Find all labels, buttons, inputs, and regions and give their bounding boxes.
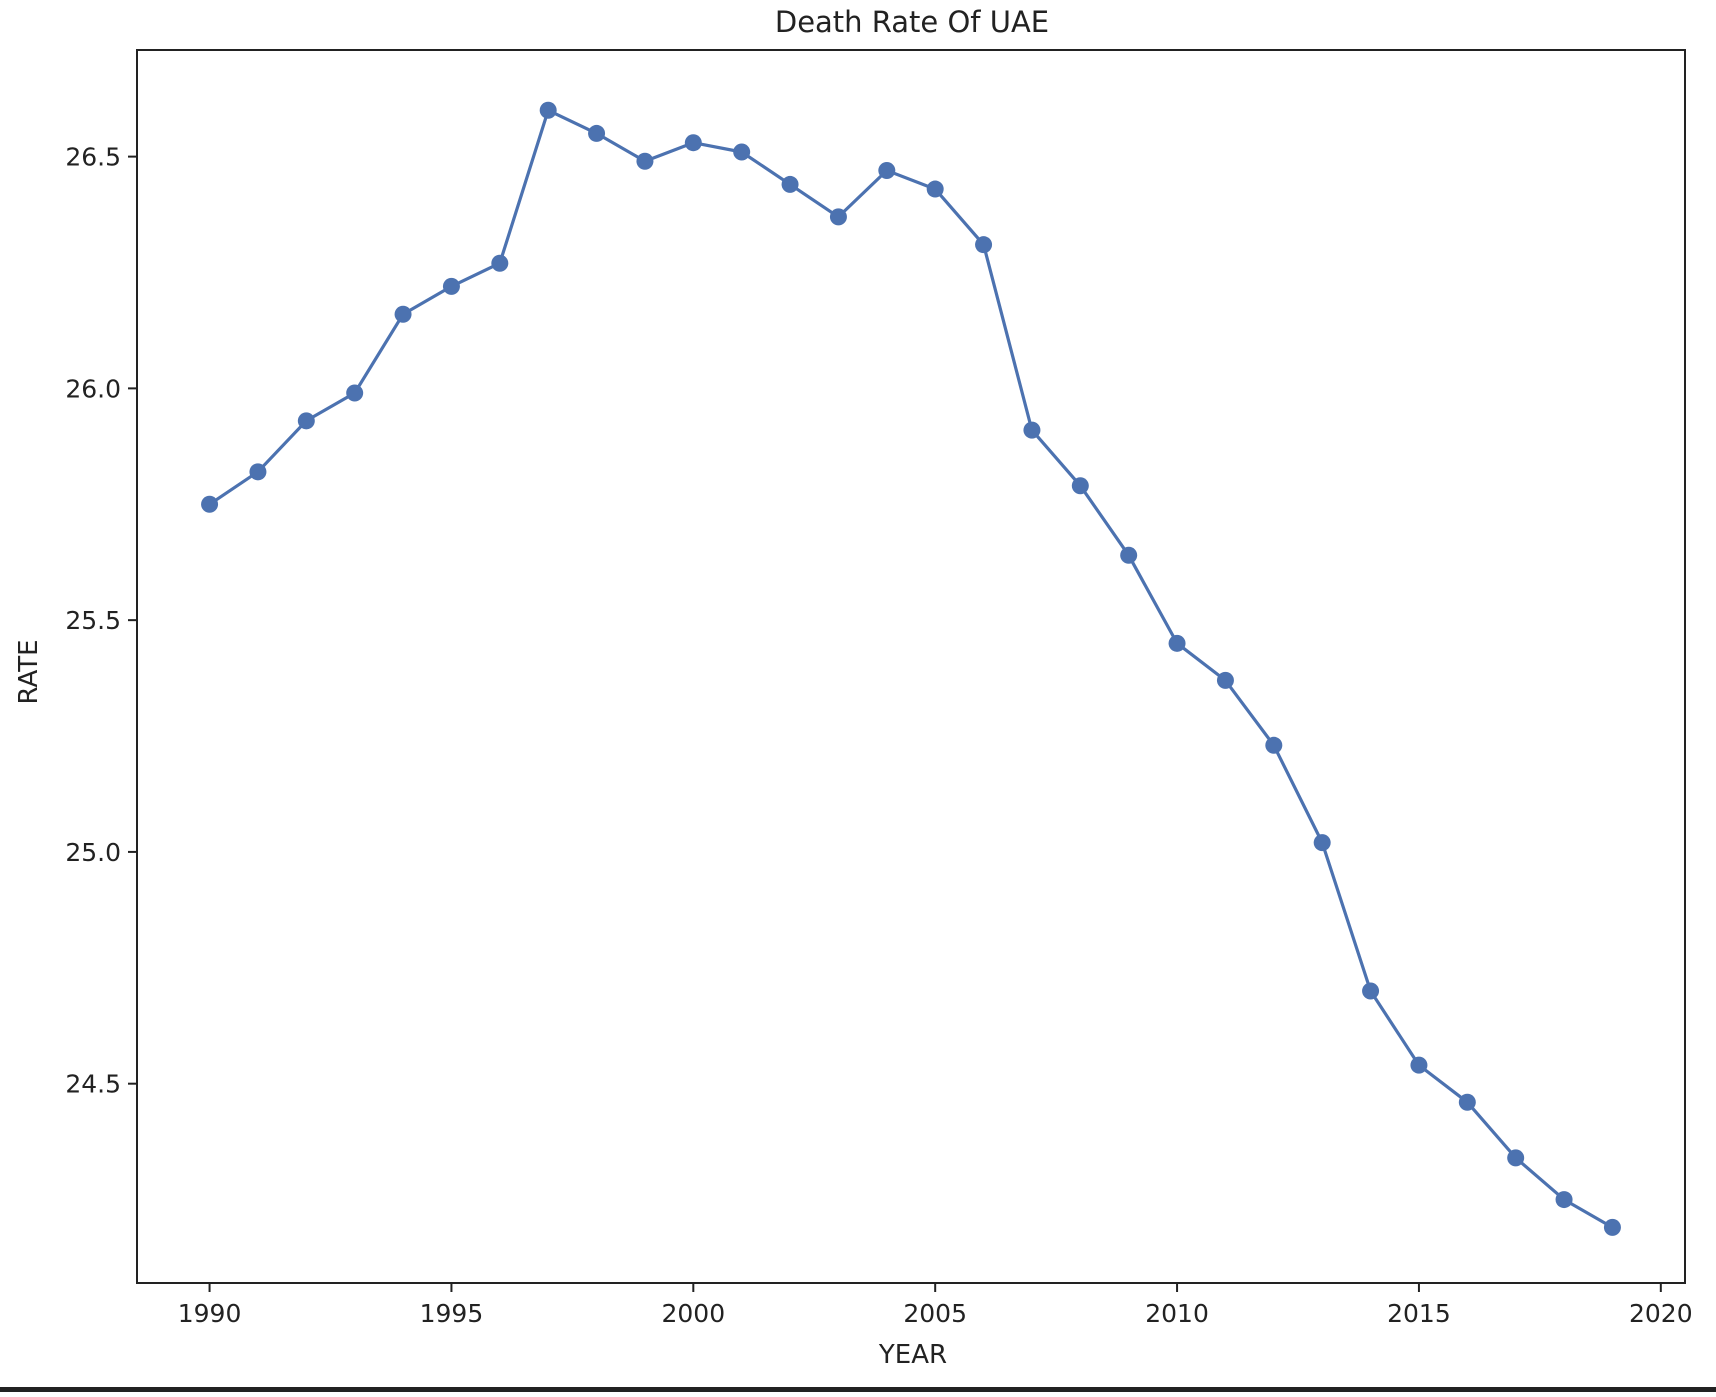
series-line (208, 108, 1614, 1229)
data-point (733, 143, 751, 161)
data-point (926, 180, 944, 198)
data-point (588, 124, 606, 142)
data-point (539, 101, 557, 119)
data-point (491, 254, 509, 272)
plot-area-frame (136, 49, 1686, 1284)
data-point (1555, 1191, 1573, 1209)
data-point (781, 175, 799, 193)
data-point (1216, 671, 1234, 689)
data-point (201, 495, 219, 513)
y-tick-label: 26.0 (65, 374, 121, 403)
data-point (346, 384, 364, 402)
data-point (1410, 1056, 1428, 1074)
data-point (1071, 477, 1089, 495)
data-point (1507, 1149, 1525, 1167)
data-point (1313, 834, 1331, 852)
x-tick-label: 2020 (1629, 1299, 1693, 1328)
data-point (249, 463, 267, 481)
y-tick-label: 24.5 (65, 1070, 121, 1099)
data-point (1458, 1093, 1476, 1111)
data-point (297, 412, 315, 430)
x-tick-label: 1995 (420, 1299, 484, 1328)
x-tick-label: 2010 (1145, 1299, 1209, 1328)
data-point (636, 152, 654, 170)
y-tick-label: 25.0 (65, 838, 121, 867)
data-point (1362, 982, 1380, 1000)
data-point (829, 208, 847, 226)
x-tick-label: 2000 (662, 1299, 726, 1328)
x-axis-label: YEAR (878, 1340, 947, 1370)
data-point (1265, 736, 1283, 754)
y-tick-label: 26.5 (65, 143, 121, 172)
x-tick-label: 2005 (903, 1299, 967, 1328)
bottom-border (0, 1387, 1716, 1392)
data-point (1603, 1218, 1621, 1236)
data-point (394, 305, 412, 323)
y-axis-label: RATE (14, 639, 44, 704)
data-point (975, 236, 993, 254)
data-point (442, 277, 460, 295)
x-tick-label: 1990 (178, 1299, 242, 1328)
data-point (878, 162, 896, 180)
data-point (684, 134, 702, 152)
chart-title: Death Rate Of UAE (775, 5, 1049, 39)
y-tick-label: 25.5 (65, 606, 121, 635)
data-point (1168, 634, 1186, 652)
data-point (1023, 421, 1041, 439)
x-tick-label: 2015 (1387, 1299, 1451, 1328)
data-point (1120, 546, 1138, 564)
